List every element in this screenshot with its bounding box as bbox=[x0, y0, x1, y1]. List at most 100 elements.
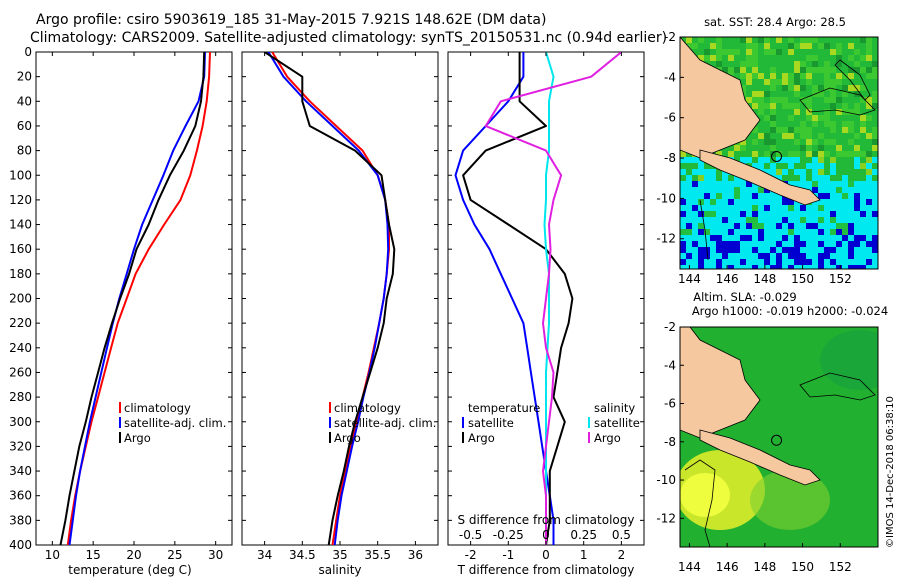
sst-pixel bbox=[830, 187, 836, 193]
sst-pixel bbox=[794, 205, 800, 211]
sst-pixel bbox=[824, 61, 830, 67]
sst-pixel bbox=[722, 199, 728, 205]
sst-pixel bbox=[818, 61, 824, 67]
sst-pixel bbox=[848, 127, 854, 133]
sst-pixel bbox=[860, 115, 866, 121]
sst-pixel bbox=[842, 91, 848, 97]
sst-pixel bbox=[818, 259, 824, 265]
sst-pixel bbox=[824, 145, 830, 151]
sst-pixel bbox=[770, 151, 776, 157]
sst-pixel bbox=[860, 109, 866, 115]
sst-pixel bbox=[752, 187, 758, 193]
sst-pixel bbox=[752, 211, 758, 217]
sst-pixel bbox=[746, 247, 752, 253]
sst-pixel bbox=[866, 67, 872, 73]
map-y-tick-label: -2 bbox=[664, 30, 676, 44]
sst-pixel bbox=[794, 73, 800, 79]
sst-pixel bbox=[692, 235, 698, 241]
map-y-tick-label: -10 bbox=[656, 473, 676, 487]
sst-pixel bbox=[758, 73, 764, 79]
depth-tick-label: 80 bbox=[17, 144, 32, 158]
legend-label: satellite-adj. clim. bbox=[124, 416, 226, 430]
sst-pixel bbox=[704, 205, 710, 211]
sst-pixel bbox=[722, 259, 728, 265]
sst-pixel bbox=[836, 67, 842, 73]
sst-pixel bbox=[860, 187, 866, 193]
sst-pixel bbox=[800, 175, 806, 181]
sst-pixel bbox=[782, 265, 788, 269]
sst-pixel bbox=[716, 181, 722, 187]
sst-pixel bbox=[842, 199, 848, 205]
sst-pixel bbox=[758, 229, 764, 235]
sst-pixel bbox=[818, 55, 824, 61]
sst-pixel bbox=[872, 73, 878, 79]
series-line-temperature-satellite bbox=[454, 52, 555, 545]
sst-pixel bbox=[698, 199, 704, 205]
depth-tick-label: 140 bbox=[9, 218, 32, 232]
sst-pixel bbox=[716, 235, 722, 241]
sst-pixel bbox=[710, 175, 716, 181]
depth-tick-label: 220 bbox=[9, 316, 32, 330]
sst-pixel bbox=[716, 223, 722, 229]
sst-pixel bbox=[746, 43, 752, 49]
depth-tick-label: 160 bbox=[9, 242, 32, 256]
sst-pixel bbox=[752, 193, 758, 199]
sst-pixel bbox=[842, 139, 848, 145]
sst-pixel bbox=[776, 175, 782, 181]
sst-pixel bbox=[800, 49, 806, 55]
sst-pixel bbox=[872, 175, 878, 181]
sst-pixel bbox=[818, 37, 824, 43]
sst-pixel bbox=[764, 79, 770, 85]
sst-pixel bbox=[758, 199, 764, 205]
sst-pixel bbox=[686, 235, 692, 241]
sst-pixel bbox=[824, 253, 830, 259]
sst-pixel bbox=[740, 157, 746, 163]
sst-pixel bbox=[716, 169, 722, 175]
sst-pixel bbox=[752, 109, 758, 115]
legend-label: Argo bbox=[124, 431, 151, 445]
title-line-2: Climatology: CARS2009. Satellite-adjuste… bbox=[30, 30, 667, 46]
sst-pixel bbox=[842, 175, 848, 181]
sst-pixel bbox=[806, 163, 812, 169]
sst-pixel bbox=[794, 97, 800, 103]
sst-pixel bbox=[854, 151, 860, 157]
sst-pixel bbox=[848, 139, 854, 145]
sst-pixel bbox=[740, 229, 746, 235]
sst-pixel bbox=[842, 163, 848, 169]
sst-pixel bbox=[866, 211, 872, 217]
sst-pixel bbox=[800, 67, 806, 73]
sst-pixel bbox=[776, 223, 782, 229]
sst-pixel bbox=[818, 163, 824, 169]
sst-pixel bbox=[812, 97, 818, 103]
sst-pixel bbox=[794, 67, 800, 73]
sst-pixel bbox=[854, 181, 860, 187]
sst-pixel bbox=[698, 175, 704, 181]
sst-pixel bbox=[824, 247, 830, 253]
sst-pixel bbox=[752, 163, 758, 169]
sst-pixel bbox=[872, 37, 878, 43]
sst-pixel bbox=[794, 85, 800, 91]
sst-pixel bbox=[704, 55, 710, 61]
sst-pixel bbox=[782, 151, 788, 157]
sst-pixel bbox=[824, 217, 830, 223]
sst-pixel bbox=[830, 103, 836, 109]
x-axes: 10 15 20 25 30 34 34.5 35 35.5 36 -2 -1 0 1 2 -0.5 -0.25… bbox=[45, 52, 631, 562]
sst-pixel bbox=[788, 127, 794, 133]
sst-pixel bbox=[794, 37, 800, 43]
sst-pixel bbox=[842, 115, 848, 121]
sst-pixel bbox=[758, 127, 764, 133]
sst-pixel bbox=[734, 37, 740, 43]
sst-pixel bbox=[680, 193, 686, 199]
sst-pixel bbox=[836, 79, 842, 85]
sla-high-core bbox=[680, 473, 730, 517]
sst-pixel bbox=[860, 133, 866, 139]
sst-pixel bbox=[860, 253, 866, 259]
sst-pixel bbox=[740, 187, 746, 193]
sst-pixel bbox=[710, 181, 716, 187]
sst-pixel bbox=[746, 193, 752, 199]
sst-pixel bbox=[770, 43, 776, 49]
sst-pixel bbox=[776, 205, 782, 211]
sst-pixel bbox=[746, 229, 752, 235]
sst-pixel bbox=[752, 259, 758, 265]
sst-pixel bbox=[680, 265, 686, 269]
